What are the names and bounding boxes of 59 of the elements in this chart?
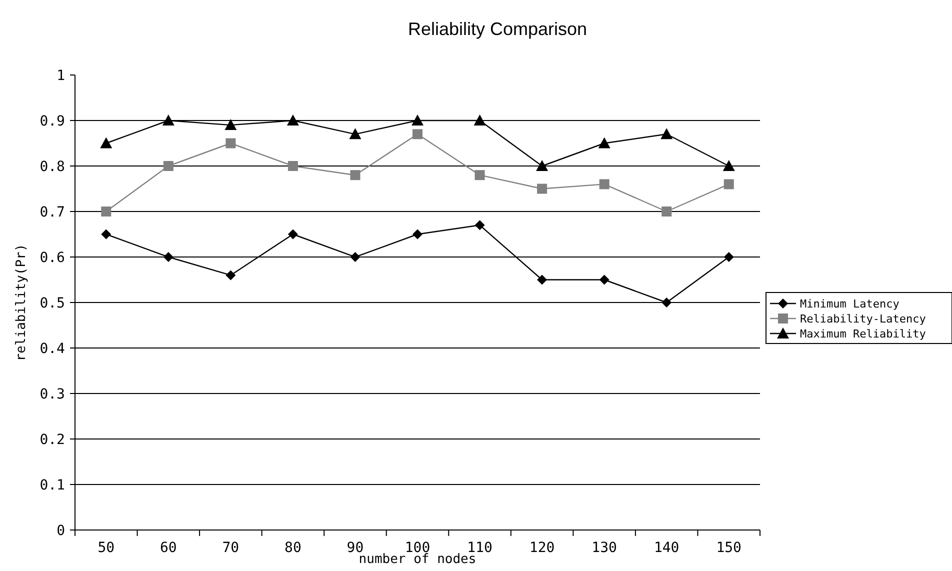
x-tick-label: 130	[592, 540, 617, 556]
point	[537, 274, 548, 285]
point	[724, 252, 734, 262]
point	[474, 114, 486, 126]
y-tick-label: 0.9	[40, 113, 65, 130]
x-tick-label: 110	[467, 540, 492, 556]
point	[412, 229, 422, 240]
point	[288, 161, 298, 171]
point	[162, 114, 174, 126]
point	[474, 170, 485, 180]
x-tick-label: 140	[654, 540, 680, 556]
x-tick-label: 60	[160, 540, 177, 556]
y-tick-label: 0.5	[40, 295, 65, 312]
x-tick-label: 150	[716, 540, 742, 556]
point	[662, 206, 672, 216]
point	[288, 229, 298, 240]
point	[412, 129, 422, 140]
point	[598, 137, 610, 148]
point	[662, 298, 672, 308]
y-tick-label: 0.7	[40, 204, 65, 220]
point	[660, 128, 673, 140]
point	[350, 170, 360, 180]
point	[101, 229, 112, 240]
y-tick-label: 0.8	[40, 158, 65, 175]
x-tick-label: 70	[222, 540, 240, 556]
x-tick-label: 80	[284, 540, 302, 556]
chart-title: Reliability Comparison	[408, 19, 588, 39]
y-tick-label: 0.1	[40, 477, 65, 494]
y-tick-label: 0.3	[40, 386, 65, 402]
point	[412, 114, 424, 126]
point	[722, 160, 735, 171]
y-tick-label: 1	[56, 68, 65, 84]
x-tick-label: 120	[529, 540, 555, 556]
point	[101, 206, 112, 216]
point	[100, 137, 112, 148]
point	[163, 252, 174, 262]
y-tick-label: 0.6	[40, 250, 65, 266]
point	[163, 161, 174, 171]
y-tick-label: 0	[56, 522, 65, 539]
point	[349, 128, 362, 140]
point	[226, 138, 236, 148]
x-tick-label: 90	[346, 540, 364, 556]
point	[599, 274, 610, 285]
legend-label: Reliability-Latency	[800, 312, 926, 326]
y-tick-label: 0.2	[40, 432, 65, 448]
point	[286, 114, 299, 126]
point	[226, 270, 236, 280]
x-tick-label: 50	[98, 540, 115, 556]
point	[537, 184, 548, 194]
point	[474, 220, 485, 230]
legend-label: Maximum Reliability	[800, 327, 926, 340]
y-axis-title: reliability(Pr)	[14, 244, 29, 362]
point	[599, 179, 610, 190]
point	[724, 179, 734, 190]
point	[224, 119, 237, 130]
y-tick-label: 0.4	[40, 340, 65, 357]
point	[536, 160, 548, 171]
legend-label: Minimum Latency	[800, 297, 900, 310]
point	[350, 252, 360, 262]
